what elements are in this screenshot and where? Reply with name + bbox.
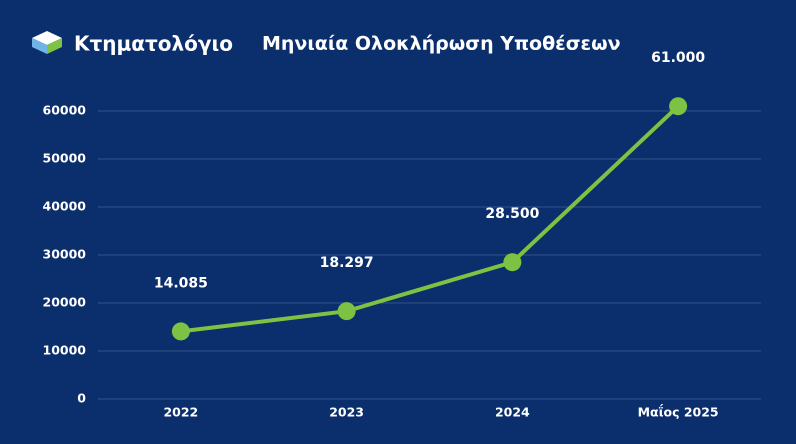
chart-title: Μηνιαία Ολοκλήρωση Υποθέσεων	[262, 33, 621, 55]
data-label: 14.085	[154, 275, 208, 291]
y-tick-label: 60000	[43, 103, 87, 118]
y-tick-label: 30000	[43, 247, 87, 262]
data-point	[171, 322, 190, 341]
brand-name: Κτηματολόγιο	[74, 32, 233, 56]
y-tick-label: 20000	[43, 295, 87, 310]
y-tick-label: 10000	[43, 343, 87, 358]
data-line	[180, 104, 680, 334]
data-label: 18.297	[320, 255, 374, 271]
data-point	[503, 253, 522, 272]
data-label: 28.500	[485, 206, 539, 222]
data-point	[337, 302, 356, 321]
x-tick-label: 2022	[163, 405, 198, 420]
x-tick-label: Μαΐος 2025	[638, 404, 719, 420]
x-tick-label: 2023	[329, 405, 364, 420]
y-tick-label: 0	[77, 391, 86, 406]
y-tick-label: 40000	[43, 199, 87, 214]
logo-icon	[32, 31, 62, 54]
data-label: 61.000	[651, 50, 705, 66]
y-tick-label: 50000	[43, 151, 87, 166]
data-point	[669, 97, 688, 116]
x-tick-label: 2024	[495, 405, 530, 420]
